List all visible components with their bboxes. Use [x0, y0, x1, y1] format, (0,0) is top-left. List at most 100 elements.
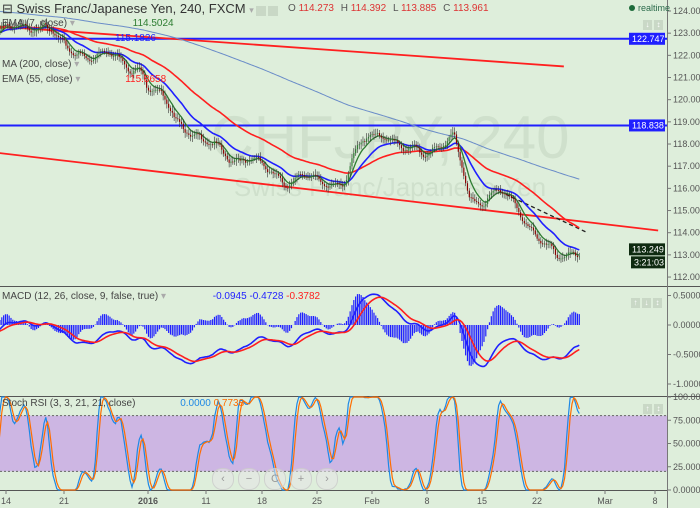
macd-tick-label: -0.5000: [673, 350, 700, 360]
candle-body: [564, 257, 566, 259]
arrow-updown-icon[interactable]: ↕: [654, 20, 663, 30]
scroll-left-button[interactable]: ‹: [212, 468, 234, 490]
stoch-tick-label: 50.0000: [673, 439, 700, 449]
candle-body: [446, 141, 448, 146]
candle-body: [521, 217, 524, 222]
candle-body: [455, 134, 458, 144]
candle-body: [399, 142, 401, 146]
legend-ema55[interactable]: EMA (55, close) ▾ 115.8658: [2, 74, 167, 85]
candle-body: [48, 28, 51, 32]
candle-body: [441, 147, 443, 149]
candle-body: [325, 186, 327, 187]
candles: [0, 18, 580, 263]
candle-body: [223, 149, 225, 154]
eye-icon[interactable]: [255, 5, 266, 16]
candle-body: [113, 56, 115, 57]
reset-button[interactable]: C: [264, 468, 286, 490]
candle-body: [362, 141, 364, 143]
candle-body: [83, 53, 85, 56]
macd-pane-buttons: ↑ ↓ ↕: [629, 292, 662, 310]
candle-body: [448, 137, 450, 142]
macd-histogram: [0, 294, 580, 366]
candle-body: [142, 70, 144, 75]
stoch-tick-label: 25.0000: [673, 462, 700, 472]
candle-body: [98, 52, 100, 54]
gear-icon[interactable]: [267, 5, 278, 16]
candle-body: [342, 185, 344, 187]
arrow-up-icon[interactable]: ↑: [631, 298, 640, 308]
candle-body: [190, 134, 192, 137]
arrow-updown-icon[interactable]: ↕: [654, 404, 663, 414]
candle-body: [243, 159, 245, 161]
stoch-band: [0, 415, 667, 472]
candle-body: [551, 243, 553, 247]
candle-body: [481, 205, 483, 207]
candle-body: [268, 171, 271, 173]
time-tick-label: 15: [477, 496, 487, 506]
candle-body: [109, 54, 111, 55]
candle-body: [279, 175, 282, 178]
countdown-label: 3:21:03: [634, 257, 664, 267]
candle-body: [37, 28, 40, 30]
candle-body: [226, 155, 228, 160]
candle-body: [560, 258, 562, 260]
candle-body: [118, 54, 120, 58]
candle-body: [355, 149, 357, 154]
candle-body: [125, 64, 128, 68]
candle-body: [388, 140, 390, 142]
arrow-down-icon[interactable]: ↓: [643, 20, 652, 30]
candle-body: [349, 166, 351, 174]
legend-ema7[interactable]: EMA (7, close) ▾ 114.5024: [2, 18, 174, 29]
arrow-down-icon[interactable]: ↓: [642, 298, 651, 308]
legend-ma200[interactable]: MA (200, close) ▾: [2, 59, 80, 70]
candle-body: [157, 89, 159, 91]
candle-body: [212, 144, 214, 146]
candle-body: [162, 90, 164, 96]
candle-body: [452, 132, 454, 135]
candle-body: [26, 25, 29, 29]
candle-body: [514, 198, 516, 204]
scroll-right-button[interactable]: ›: [316, 468, 338, 490]
main-pane: [0, 0, 667, 286]
candle-body: [146, 80, 148, 88]
candle-body: [283, 182, 285, 186]
candle-body: [371, 134, 373, 136]
candle-body: [52, 31, 54, 34]
candle-body: [531, 226, 533, 228]
candle-body: [43, 22, 45, 25]
countdown-bg: [631, 256, 665, 269]
candle-body: [91, 60, 93, 62]
zoom-in-button[interactable]: +: [290, 468, 312, 490]
candle-body: [373, 134, 375, 136]
candle-body: [72, 53, 74, 56]
price-tick-label: 112.000: [673, 272, 700, 282]
candle-body: [10, 26, 12, 29]
candle-body: [507, 194, 509, 196]
collapse-icon[interactable]: ⊟: [2, 1, 17, 16]
candle-body: [138, 67, 140, 69]
arrow-up-icon[interactable]: ↑: [643, 404, 652, 414]
candle-body: [287, 187, 289, 189]
candle-body: [569, 251, 571, 253]
zoom-out-button[interactable]: −: [238, 468, 260, 490]
candle-body: [276, 173, 278, 175]
chevron-down-icon[interactable]: ▾: [249, 5, 254, 15]
arrow-updown-icon[interactable]: ↕: [653, 298, 662, 308]
legend-stoch-rsi[interactable]: Stoch RSI (3, 3, 21, 21, close) 0.0000 0…: [2, 398, 245, 409]
candle-body: [529, 225, 531, 227]
candle-body: [358, 144, 360, 146]
time-tick-label: 21: [59, 496, 69, 506]
candle-body: [140, 67, 142, 71]
candle-body: [3, 24, 5, 26]
candle-body: [406, 149, 408, 151]
candle-body: [274, 173, 276, 175]
candle-body: [345, 180, 348, 185]
candle-body: [17, 26, 19, 28]
legend-macd[interactable]: MACD (12, 26, close, 9, false, true) ▾ -…: [2, 291, 321, 302]
candle-body: [457, 143, 459, 152]
status-dot-icon: [629, 5, 635, 11]
candle-body: [197, 133, 199, 135]
candle-body: [329, 186, 331, 188]
candle-body: [336, 183, 338, 184]
